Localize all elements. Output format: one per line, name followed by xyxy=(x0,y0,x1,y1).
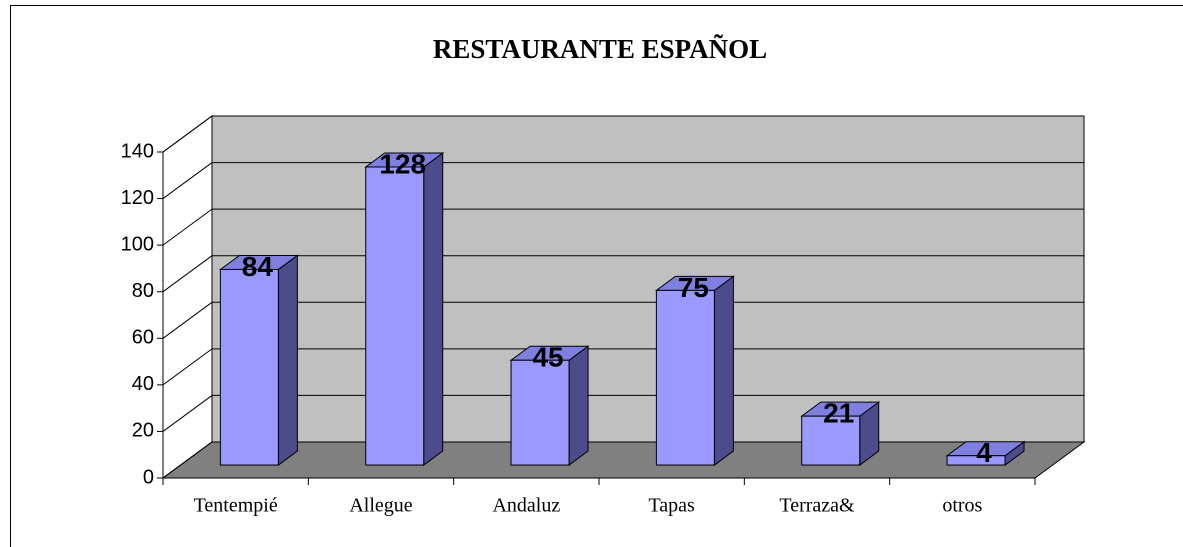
y-tick-label: 0 xyxy=(143,466,154,488)
bar xyxy=(946,455,1006,466)
side-grid-line xyxy=(162,208,213,246)
bar-side xyxy=(713,275,734,467)
bar-side xyxy=(423,151,444,467)
side-grid-line xyxy=(162,162,213,199)
data-label: 45 xyxy=(532,342,563,373)
floor xyxy=(161,441,1086,479)
back-wall xyxy=(211,115,1085,443)
side-grid-line xyxy=(162,395,213,432)
y-tick-label: 20 xyxy=(132,420,154,442)
data-label: 128 xyxy=(379,148,426,179)
y-tick-label: 40 xyxy=(132,373,154,395)
side-wall xyxy=(162,115,213,479)
bar xyxy=(365,166,425,466)
x-tick-label: Terraza& xyxy=(779,495,855,517)
data-label: 4 xyxy=(976,437,992,468)
data-label: 75 xyxy=(678,272,709,303)
x-tick-label: otros xyxy=(942,495,982,517)
side-grid-line xyxy=(162,348,213,386)
bar-side xyxy=(568,345,589,467)
side-grid-line xyxy=(162,301,213,339)
side-grid-line xyxy=(162,115,213,153)
y-tick-label: 100 xyxy=(121,233,154,255)
bar xyxy=(801,415,861,466)
data-label: 84 xyxy=(242,251,274,282)
side-grid-line xyxy=(162,441,213,479)
x-tick-label: Tapas xyxy=(648,495,695,517)
chart-title: RESTAURANTE ESPAÑOL xyxy=(433,34,767,64)
bar xyxy=(219,268,279,466)
data-label: 21 xyxy=(823,398,854,429)
bar-side xyxy=(277,254,298,467)
y-tick-label: 140 xyxy=(121,140,154,162)
y-tick-label: 80 xyxy=(132,280,154,302)
bar xyxy=(655,289,715,466)
x-tick-label: Allegue xyxy=(349,495,412,517)
x-tick-label: Tentempié xyxy=(194,495,278,517)
side-grid-line xyxy=(162,255,213,293)
y-tick-label: 60 xyxy=(132,327,154,349)
bar xyxy=(510,359,570,466)
y-tick-label: 120 xyxy=(121,187,154,209)
x-tick-label: Andaluz xyxy=(492,495,560,517)
